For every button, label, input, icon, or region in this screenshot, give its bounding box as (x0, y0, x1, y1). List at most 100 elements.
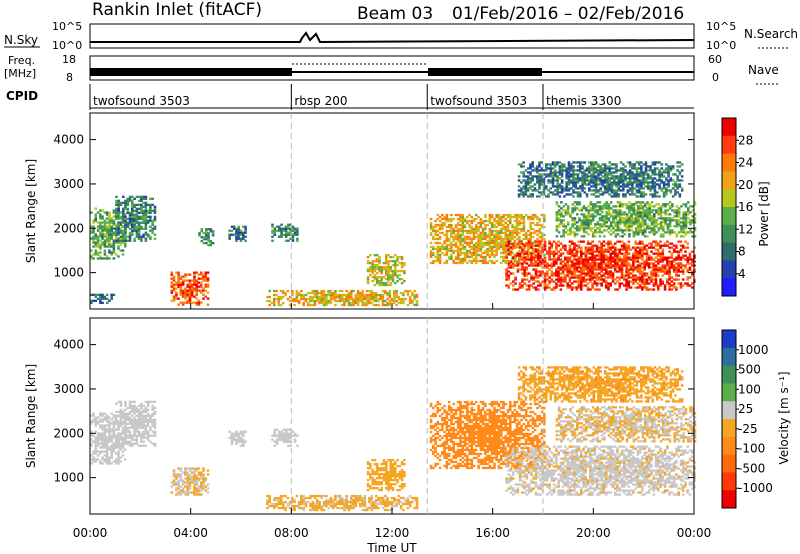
power-cell (374, 291, 378, 295)
power-cell (551, 193, 555, 196)
power-cell (177, 275, 180, 278)
power-cell (586, 252, 590, 255)
power-cell (516, 260, 520, 263)
power-cell (560, 207, 563, 210)
power-cell (361, 301, 364, 305)
power-cell (96, 221, 100, 224)
power-cell (394, 264, 397, 267)
power-cell (117, 225, 120, 228)
power-cell (643, 262, 646, 265)
power-cell (195, 301, 198, 304)
power-cell (595, 248, 599, 251)
power-cell (517, 193, 521, 196)
power-cell (146, 219, 150, 222)
power-cell (565, 169, 568, 172)
power-cell (686, 256, 689, 259)
power-cell (527, 237, 530, 241)
power-cell (551, 173, 555, 176)
power-cell (638, 256, 642, 259)
power-cell (643, 248, 646, 251)
power-cell (121, 253, 125, 256)
power-cell (679, 264, 683, 267)
power-cell (400, 258, 404, 261)
power-cell (454, 233, 458, 237)
power-cell (559, 276, 563, 279)
power-cell (144, 209, 148, 212)
velocity-cell (90, 444, 93, 447)
power-cell (667, 165, 670, 168)
power-cell (543, 284, 547, 287)
power-cell (580, 286, 583, 289)
power-cell (635, 167, 639, 170)
power-cell (554, 161, 557, 164)
power-cell (468, 231, 471, 235)
power-cell (280, 227, 283, 230)
velocity-cell (94, 430, 98, 433)
power-cell (393, 295, 396, 299)
power-cell (552, 262, 556, 265)
power-cell (679, 258, 683, 261)
power-cell (377, 303, 380, 307)
power-cell (131, 225, 134, 228)
power-cell (603, 185, 607, 188)
power-cell (637, 183, 641, 186)
power-cell (600, 217, 604, 220)
power-cell (124, 227, 127, 230)
power-cell (131, 215, 134, 218)
power-cell (665, 169, 668, 172)
power-cell (507, 276, 511, 279)
power-cell (287, 239, 290, 242)
power-cell (618, 248, 622, 251)
power-cell (644, 169, 648, 172)
power-cell (518, 286, 522, 289)
power-cell (475, 243, 478, 247)
power-cell (585, 225, 588, 228)
power-cell (466, 255, 469, 259)
power-cell (684, 282, 687, 285)
power-cell (92, 241, 95, 244)
power-cell (520, 221, 523, 225)
power-cell (584, 258, 588, 261)
power-cell (495, 225, 498, 229)
power-cell (560, 173, 564, 176)
power-cell (490, 225, 494, 229)
power-cell (618, 260, 622, 263)
power-cell (625, 223, 629, 226)
power-cell (529, 235, 532, 239)
power-cell (142, 213, 145, 216)
power-cell (515, 221, 519, 225)
power-cell (108, 257, 111, 260)
velocity-cell (99, 438, 102, 441)
power-cell (585, 215, 588, 218)
power-cell (638, 284, 642, 287)
power-cell (586, 286, 590, 289)
power-cell (581, 183, 584, 186)
power-cell (566, 209, 570, 212)
power-cell (99, 221, 102, 224)
power-cell (450, 255, 453, 259)
velocity-cell (105, 452, 109, 455)
power-cell (682, 235, 685, 238)
power-cell (454, 213, 458, 217)
power-cell (575, 268, 579, 271)
power-cell (675, 221, 679, 224)
power-cell (617, 177, 621, 180)
power-cell (122, 229, 125, 232)
power-cell (648, 205, 651, 208)
power-cell (117, 247, 120, 250)
power-cell (609, 207, 613, 210)
power-cell (205, 238, 208, 241)
power-cell (583, 187, 587, 190)
power-cell (325, 297, 328, 301)
power-cell (675, 272, 678, 275)
power-cell (628, 163, 632, 166)
power-cell (153, 225, 157, 228)
power-cell (608, 193, 611, 196)
power-cell (684, 227, 688, 230)
power-cell (500, 215, 503, 219)
power-cell (505, 256, 508, 259)
power-cell (211, 232, 215, 235)
power-cell (142, 221, 145, 224)
power-cell (668, 276, 671, 279)
power-cell (151, 223, 154, 226)
